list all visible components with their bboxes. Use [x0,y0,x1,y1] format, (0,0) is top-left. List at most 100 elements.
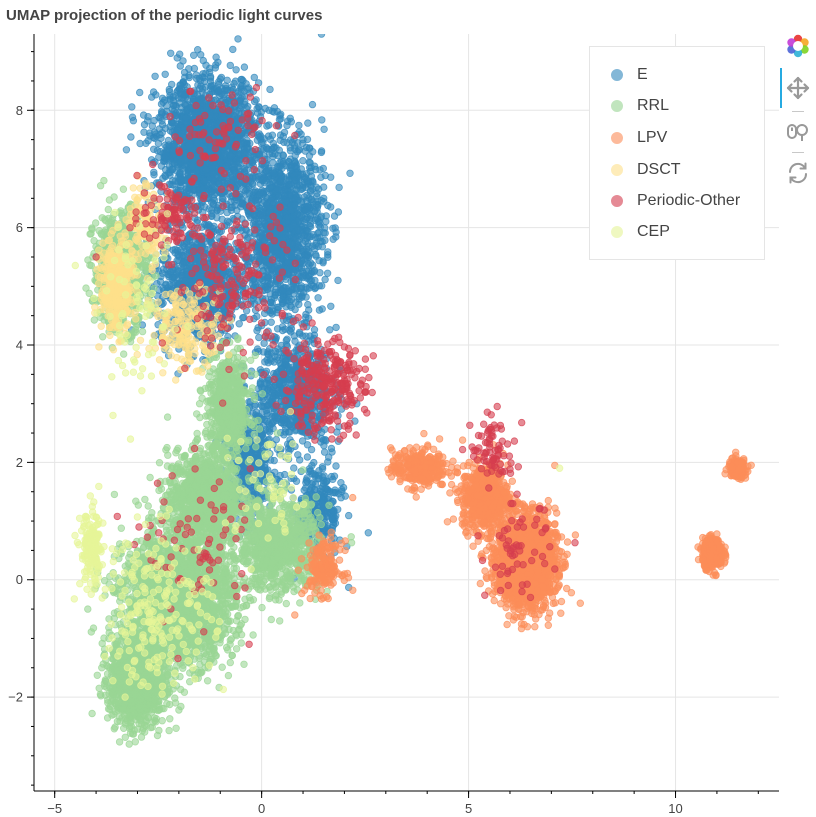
data-point [239,314,247,322]
data-point [226,61,234,70]
data-point [294,226,302,234]
data-point [171,249,179,257]
data-point [208,212,216,220]
data-point [258,261,266,270]
data-point [259,138,267,147]
data-point [324,201,332,210]
data-point [308,100,317,109]
data-point [154,139,163,148]
data-point [316,219,324,227]
data-point [193,138,201,146]
data-point [304,119,312,127]
data-point [276,111,284,120]
data-point [323,269,332,277]
data-point [314,294,322,302]
data-point [292,234,300,242]
data-point [215,77,223,86]
data-point [234,158,243,166]
data-point [269,307,277,315]
data-point [214,88,223,96]
data-point [277,419,285,427]
data-point [307,259,315,267]
data-point [286,144,294,152]
data-point [169,101,178,110]
data-point [317,148,326,157]
data-point [302,253,311,261]
data-point [307,232,315,241]
data-point [228,203,236,211]
data-point [174,266,182,274]
data-point [202,166,210,174]
data-point [276,170,284,178]
data-point [263,122,271,130]
data-point [276,471,284,480]
data-point [283,121,291,130]
data-point [166,95,174,103]
data-point [244,233,252,241]
data-point [282,336,290,345]
data-point [307,172,316,180]
data-point [178,260,187,268]
data-point [180,252,188,260]
data-point [161,70,169,78]
data-point [250,216,259,225]
data-point [202,103,210,112]
data-point [232,66,240,74]
data-point [307,195,315,203]
data-point [166,122,174,131]
data-point [229,45,237,54]
data-point [334,276,342,285]
data-point [307,181,315,190]
data-point [315,185,323,193]
data-point [206,222,214,231]
data-point [176,62,184,70]
data-point [151,72,159,80]
data-point [302,143,311,152]
data-point [302,332,310,340]
data-point [312,252,320,260]
data-point [268,299,276,307]
data-point [285,268,293,277]
data-point [321,275,329,284]
data-point [306,219,314,228]
data-point [267,349,275,357]
data-point [271,291,279,300]
data-point [136,139,144,148]
data-point [285,224,294,232]
data-point [162,102,171,110]
data-point [287,328,295,336]
data-point [150,128,159,136]
data-point [185,65,193,73]
data-point [220,179,228,187]
data-point [260,415,269,424]
data-point [256,378,265,386]
data-point [307,276,316,285]
data-point [262,193,270,201]
data-point [192,71,200,79]
data-point [189,51,198,59]
data-point [305,158,313,166]
data-point [327,173,335,181]
data-point [300,173,309,181]
data-point [199,185,207,193]
data-point [181,277,189,285]
data-point [284,258,292,266]
data-point [314,200,322,209]
data-point [297,284,306,292]
data-point [269,417,278,426]
data-point [317,34,326,38]
data-point [253,312,261,321]
data-point [291,201,299,209]
data-point [269,159,277,167]
data-point [188,161,197,170]
data-point [267,357,275,365]
data-point [285,180,293,189]
data-point [165,273,173,281]
data-point [210,182,218,191]
data-point [335,183,343,192]
data-point [297,257,305,266]
data-point [320,125,328,133]
data-point [240,63,249,71]
data-point [314,242,322,251]
